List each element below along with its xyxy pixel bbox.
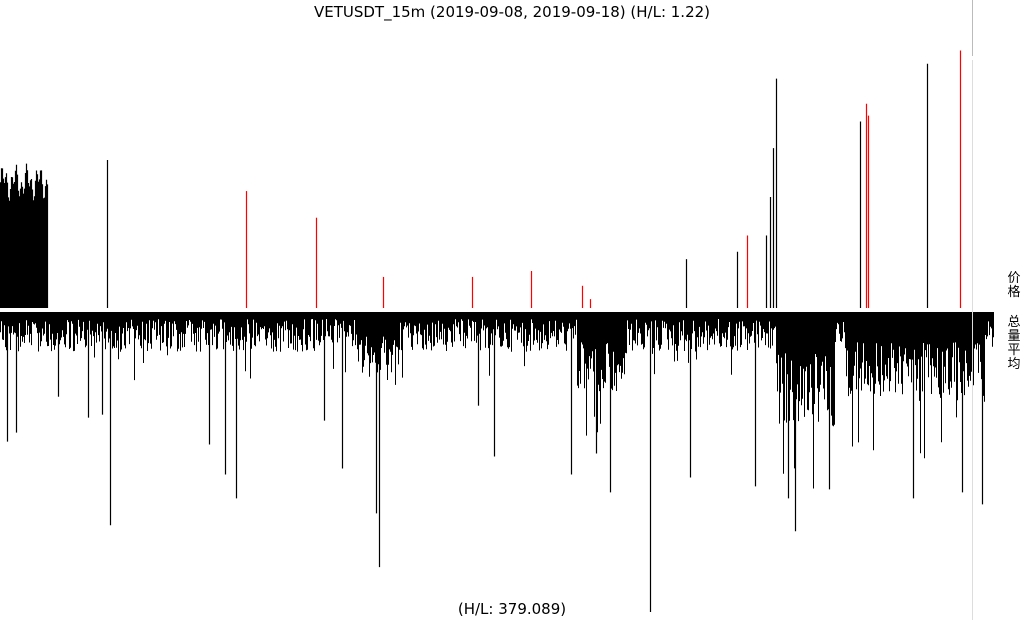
volume-panel-label: 总量平均	[1007, 315, 1021, 372]
volume-hl-note: (H/L: 379.089)	[457, 600, 567, 618]
price-panel-label: 价格	[1007, 271, 1021, 300]
volume-dense-bars	[0, 313, 994, 489]
price-dense-bars	[0, 163, 49, 308]
chart-title: VETUSDT_15m (2019-09-08, 2019-09-18) (H/…	[313, 3, 711, 21]
